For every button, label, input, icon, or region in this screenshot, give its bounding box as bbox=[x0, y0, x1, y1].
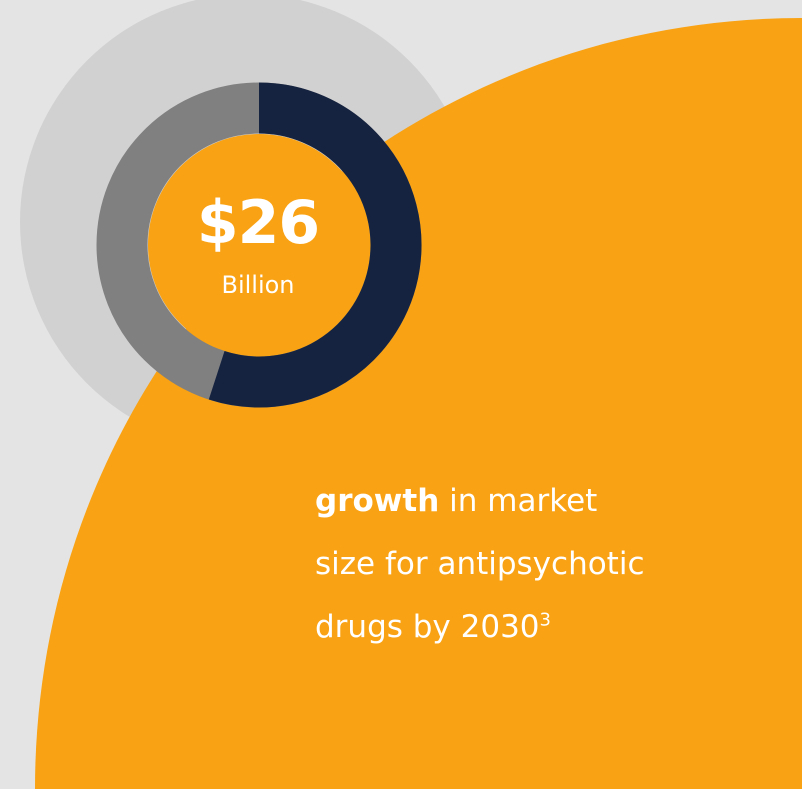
caption-line-2: size for antipsychotic bbox=[315, 546, 645, 582]
caption-line-3: drugs by 2030 bbox=[315, 609, 540, 645]
orange-arc-shape bbox=[35, 18, 802, 789]
caption-text: growth in market size for antipsychotic … bbox=[315, 470, 755, 659]
caption-line-1: in market bbox=[439, 483, 598, 519]
footnote-marker: 3 bbox=[539, 609, 551, 631]
donut-segment bbox=[208, 82, 422, 408]
donut-center bbox=[148, 134, 370, 356]
stat-unit: Billion bbox=[221, 271, 295, 299]
stat-value: $26 bbox=[196, 188, 320, 258]
caption-highlight: growth bbox=[315, 483, 440, 519]
